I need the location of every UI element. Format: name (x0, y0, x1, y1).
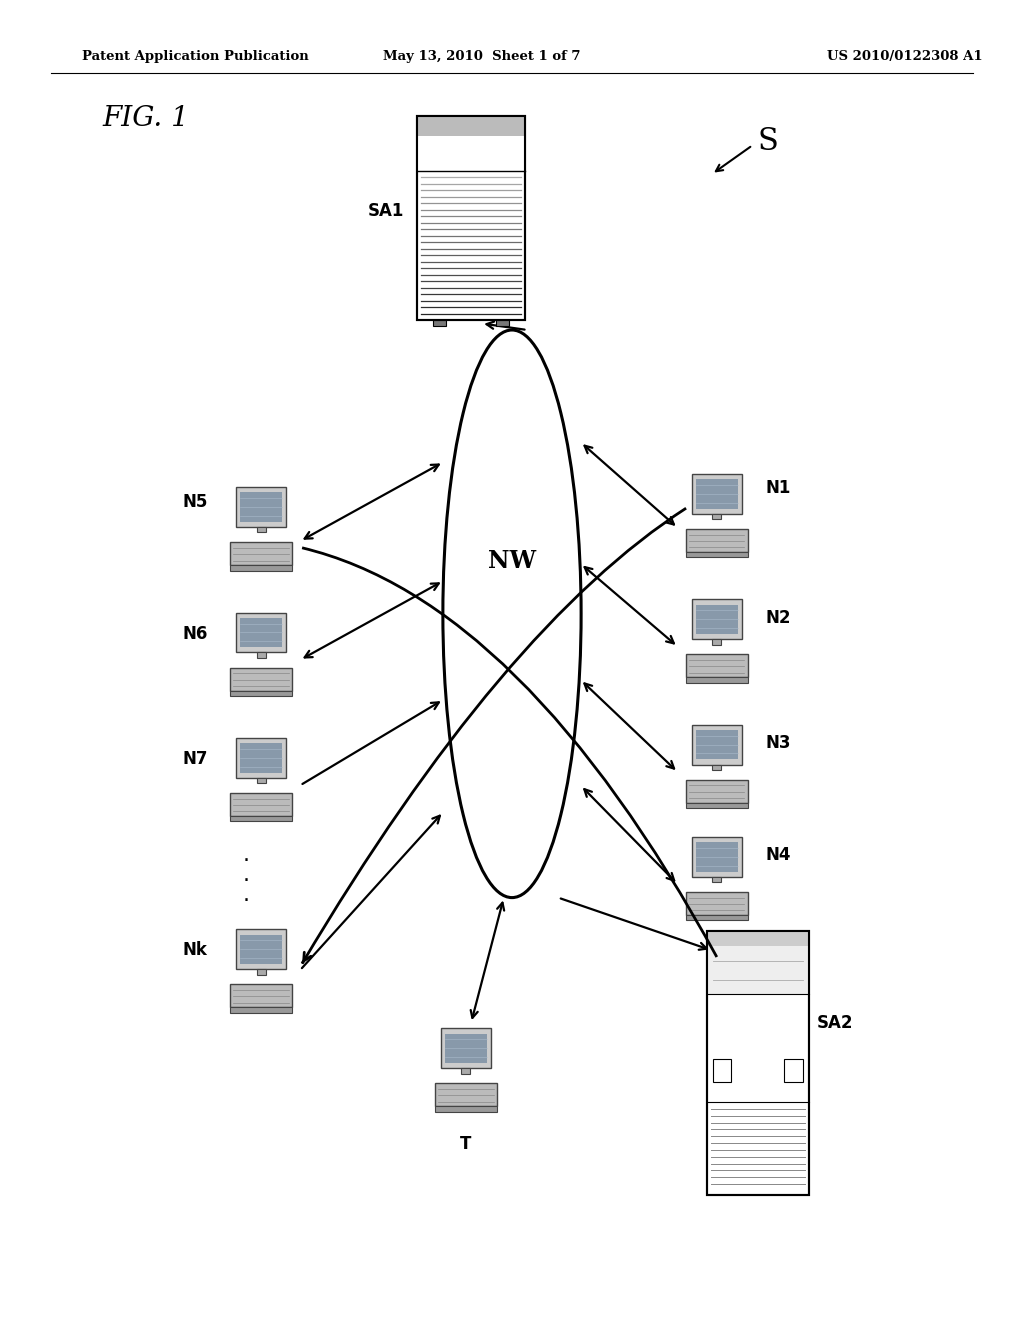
Text: N1: N1 (766, 479, 792, 498)
Bar (691, 474, 742, 513)
Text: N3: N3 (766, 734, 792, 752)
Bar (418, 116, 525, 321)
Text: T: T (460, 1135, 472, 1154)
Bar (707, 931, 809, 946)
Bar (695, 605, 738, 634)
Text: May 13, 2010  Sheet 1 of 7: May 13, 2010 Sheet 1 of 7 (383, 50, 580, 63)
Bar (496, 321, 509, 326)
Text: NW: NW (488, 549, 536, 573)
Bar (230, 565, 292, 570)
Bar (691, 599, 742, 639)
Bar (230, 690, 292, 696)
Bar (695, 842, 738, 871)
Bar (695, 479, 738, 508)
Bar (433, 321, 446, 326)
Bar (713, 639, 721, 644)
Bar (230, 1007, 292, 1012)
Bar (440, 1028, 492, 1068)
Bar (418, 136, 525, 170)
Bar (686, 677, 748, 682)
Text: N4: N4 (766, 846, 792, 865)
Bar (695, 730, 738, 759)
Bar (707, 931, 809, 1195)
Bar (236, 487, 287, 527)
Bar (713, 513, 721, 519)
Bar (691, 837, 742, 876)
Bar (257, 777, 265, 783)
Bar (686, 552, 748, 557)
Bar (230, 985, 292, 1007)
Text: Patent Application Publication: Patent Application Publication (82, 50, 308, 63)
Bar (686, 780, 748, 803)
Bar (236, 929, 287, 969)
Bar (707, 931, 809, 1195)
Text: N2: N2 (766, 609, 792, 627)
Bar (230, 668, 292, 690)
Bar (418, 116, 525, 136)
Bar (418, 116, 525, 321)
Bar (713, 1059, 731, 1082)
Bar (240, 743, 283, 772)
Bar (240, 935, 283, 964)
Bar (435, 1106, 497, 1111)
Bar (462, 1068, 470, 1073)
Text: S: S (758, 125, 778, 157)
Bar (713, 764, 721, 770)
Bar (240, 492, 283, 521)
Bar (691, 725, 742, 764)
Text: SA2: SA2 (817, 1014, 854, 1032)
Text: N7: N7 (182, 750, 208, 768)
Bar (444, 1034, 487, 1063)
Bar (257, 969, 265, 974)
Bar (784, 1059, 803, 1082)
Bar (713, 876, 721, 882)
Text: SA1: SA1 (368, 202, 404, 220)
Ellipse shape (442, 330, 582, 898)
Bar (230, 816, 292, 821)
Text: Nk: Nk (183, 941, 208, 960)
Bar (686, 655, 748, 677)
Text: N6: N6 (182, 624, 208, 643)
Text: ·: · (243, 891, 249, 911)
Text: FIG. 1: FIG. 1 (102, 106, 189, 132)
Bar (236, 738, 287, 777)
Bar (707, 946, 809, 994)
Bar (435, 1084, 497, 1106)
Bar (257, 527, 265, 532)
Text: ·: · (243, 871, 249, 891)
Bar (686, 892, 748, 915)
Bar (230, 543, 292, 565)
Text: US 2010/0122308 A1: US 2010/0122308 A1 (827, 50, 983, 63)
Bar (686, 915, 748, 920)
Bar (686, 529, 748, 552)
Bar (240, 618, 283, 647)
Bar (257, 652, 265, 657)
Bar (236, 612, 287, 652)
Bar (230, 793, 292, 816)
Text: ·: · (243, 851, 249, 871)
Text: N5: N5 (182, 492, 208, 511)
Bar (686, 803, 748, 808)
